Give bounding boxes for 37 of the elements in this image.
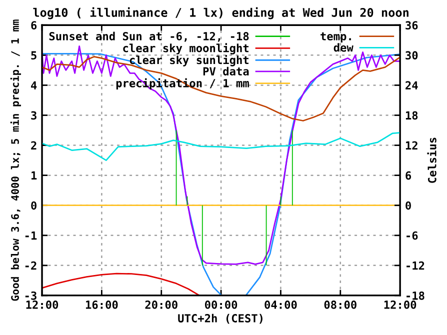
y-tick-label: 3 <box>31 111 36 120</box>
legend-label: dew <box>334 43 354 52</box>
y2-tick-label: 18 <box>406 111 418 120</box>
y-tick-label: 2 <box>31 141 36 150</box>
x-tick-label: 20:00 <box>145 300 178 309</box>
legend-label: clear sky moonlight <box>123 43 248 54</box>
x-tick-label: 12:00 <box>384 300 416 309</box>
y-tick-label: -3 <box>25 291 36 300</box>
y-tick-label: 5 <box>31 51 36 60</box>
y-tick-label: 0 <box>31 201 36 210</box>
y2-tick-label: -18 <box>406 291 424 300</box>
y2-tick-label: 6 <box>406 171 412 180</box>
y-tick-label: 6 <box>31 21 37 30</box>
y2-tick-label: 12 <box>406 141 418 150</box>
y2-tick-label: -12 <box>406 261 424 270</box>
y2-tick-label: 24 <box>406 81 418 90</box>
chart-title: log10 ( illuminance / 1 lx) ending at Wed Jun 20 noon <box>33 7 408 20</box>
legend-label: Sunset and Sun at -6, -12, -18 <box>49 32 249 42</box>
x-tick-label: 08:00 <box>324 300 356 309</box>
y2-tick-label: -6 <box>406 231 418 240</box>
legend-label: clear sky sunlight <box>130 54 248 66</box>
x-axis-title: UTC+2h (CEST) <box>178 314 262 324</box>
x-tick-label: 16:00 <box>86 300 118 309</box>
legend-label: PV data <box>203 66 249 76</box>
x-tick-label: 04:00 <box>264 300 297 309</box>
y2-tick-label: 36 <box>406 21 418 30</box>
legend-label: temp. <box>320 32 351 43</box>
y-tick-label: -1 <box>25 232 37 240</box>
y-tick-label: -2 <box>25 261 36 270</box>
y-tick-label: 4 <box>31 81 37 90</box>
y-axis-title: Good below 3.6, 4000 lx; 5 min precip. / 1 mm <box>10 20 21 301</box>
y2-tick-label: 30 <box>406 51 418 60</box>
y2-axis-title: Celsius <box>427 138 436 183</box>
x-tick-label: 00:00 <box>204 300 238 309</box>
y2-tick-label: 0 <box>406 201 411 210</box>
y-tick-label: 1 <box>31 171 37 180</box>
x-tick-label: 12:00 <box>26 300 58 309</box>
